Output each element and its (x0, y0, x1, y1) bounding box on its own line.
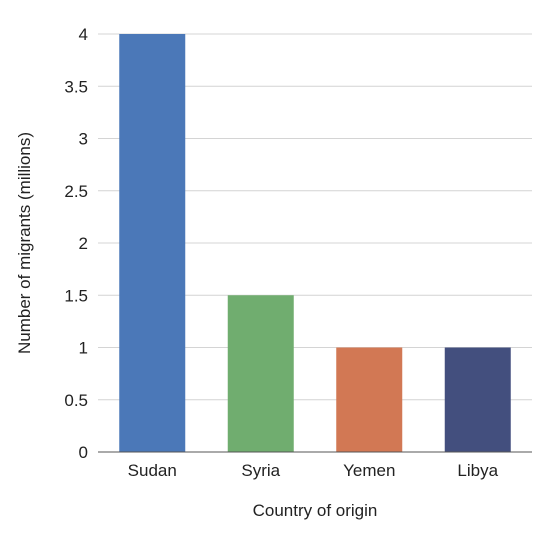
y-tick-label: 2 (79, 234, 88, 253)
y-tick-label: 1.5 (64, 286, 88, 305)
y-tick-label: 1 (79, 339, 88, 358)
y-tick-label: 0 (79, 443, 88, 462)
y-tick-label: 4 (79, 25, 88, 44)
y-tick-labels: 0 0.5 1 1.5 2 2.5 3 3.5 4 (64, 25, 88, 462)
x-tick-label-syria: Syria (241, 461, 280, 480)
bar-sudan (119, 34, 186, 452)
y-axis-label: Number of migrants (millions) (15, 132, 34, 354)
x-axis-label: Country of origin (253, 501, 378, 520)
bar-libya (444, 347, 511, 452)
y-tick-label: 0.5 (64, 391, 88, 410)
bar-yemen (336, 347, 403, 452)
bars (119, 34, 511, 452)
y-tick-label: 3.5 (64, 77, 88, 96)
bar-syria (227, 295, 294, 452)
x-tick-labels: Sudan Syria Yemen Libya (128, 461, 499, 480)
x-tick-label-libya: Libya (457, 461, 498, 480)
y-tick-label: 3 (79, 130, 88, 149)
x-tick-label-sudan: Sudan (128, 461, 177, 480)
y-tick-label: 2.5 (64, 182, 88, 201)
x-tick-label-yemen: Yemen (343, 461, 395, 480)
